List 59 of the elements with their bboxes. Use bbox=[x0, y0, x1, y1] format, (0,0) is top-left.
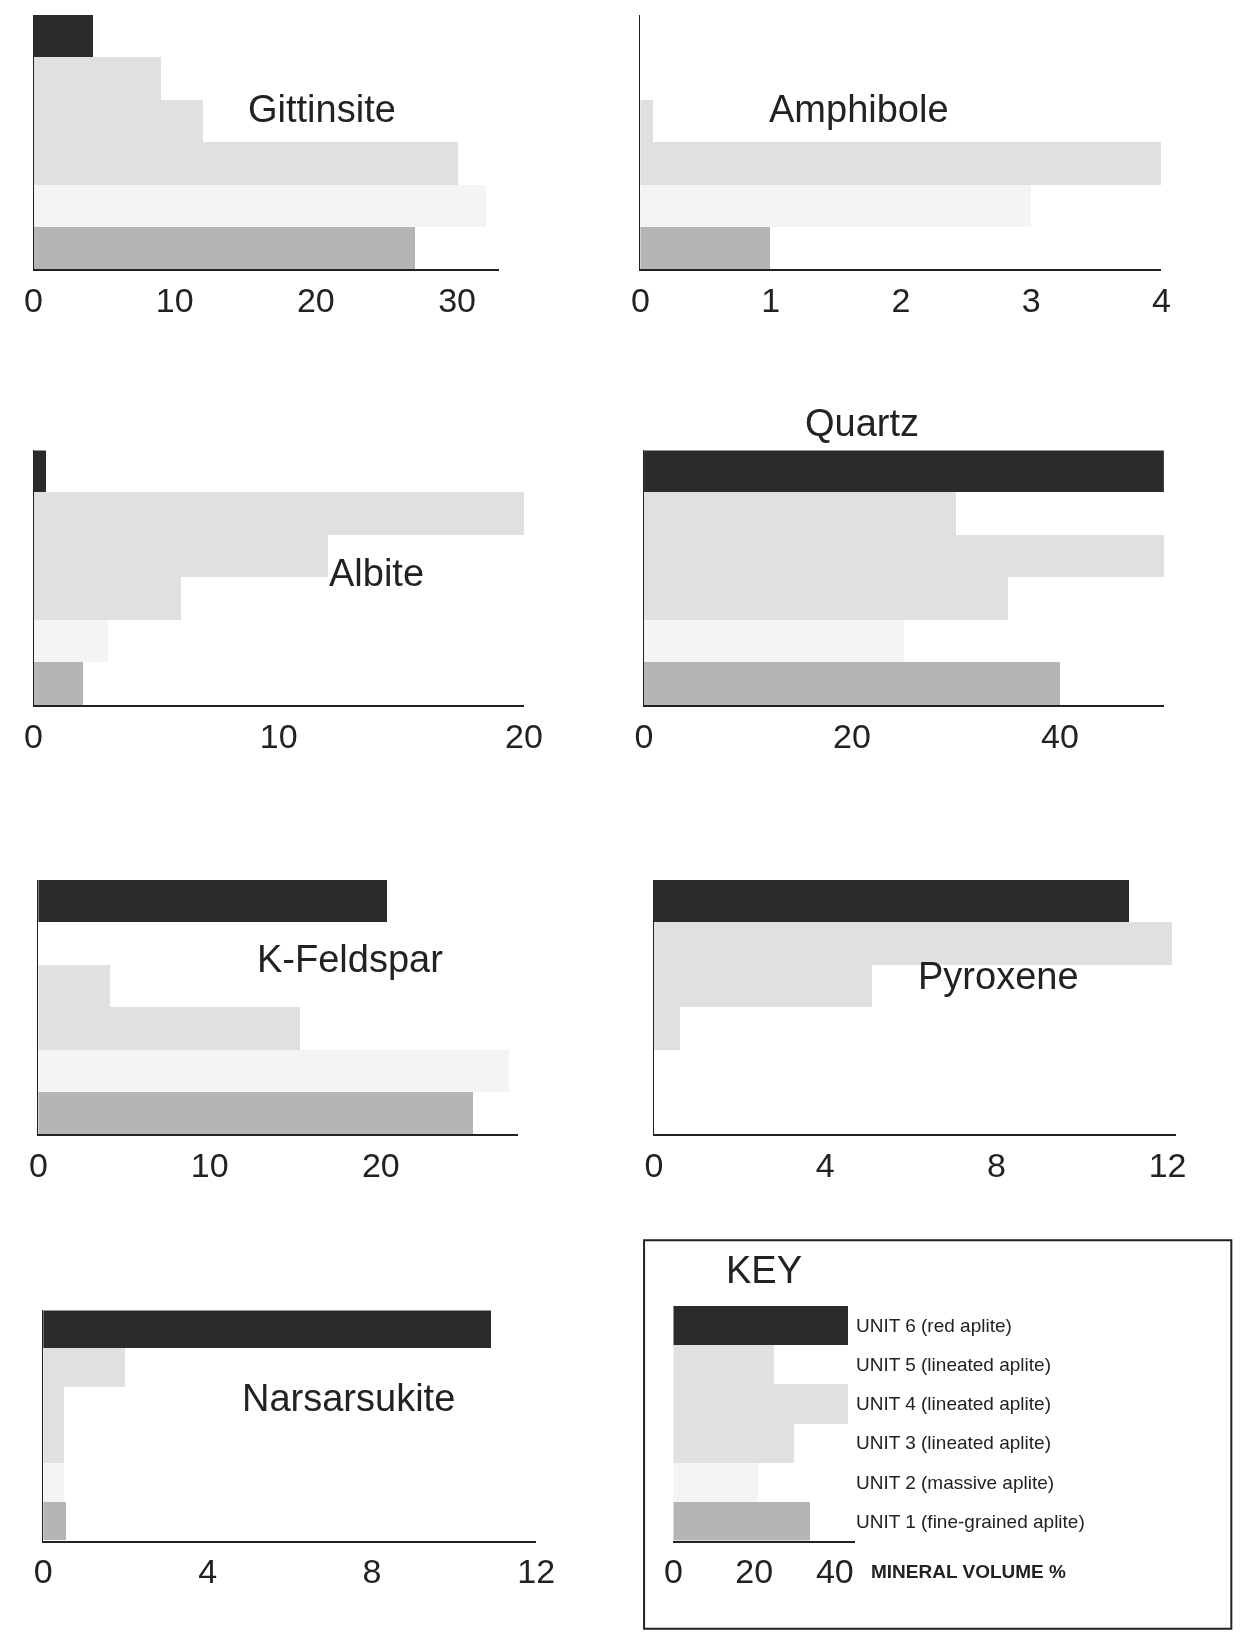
chart-title: KEY bbox=[726, 1249, 803, 1291]
x-tick-label: 0 bbox=[24, 716, 43, 755]
x-tick-label: 0 bbox=[33, 1552, 53, 1591]
y-tick-label: UNIT 5 (lineated aplite) bbox=[855, 1354, 1051, 1375]
y-tick-label: UNIT 6 (red aplite) bbox=[855, 1314, 1012, 1336]
x-tick-label: 20 bbox=[735, 1552, 774, 1591]
x-tick-label: 40 bbox=[1041, 716, 1079, 755]
x-tick-label: 10 bbox=[259, 716, 298, 755]
x-tick-label: 12 bbox=[517, 1552, 556, 1591]
text: K-Feldspar bbox=[257, 938, 444, 980]
chart-title: Quartz bbox=[805, 402, 920, 444]
x-tick-label: 0 bbox=[28, 1146, 48, 1185]
x-tick-label: 4 bbox=[1151, 281, 1171, 320]
y-tick-label: UNIT 3 (lineated aplite) bbox=[855, 1432, 1051, 1454]
bar bbox=[38, 1091, 474, 1135]
x-tick-label: 4 bbox=[198, 1552, 218, 1591]
x-tick-label: 0 bbox=[644, 1146, 664, 1185]
text: Albite bbox=[329, 552, 425, 594]
text: Narsarsukite bbox=[242, 1377, 456, 1419]
text: Amphibole bbox=[769, 88, 949, 130]
x-axis-title: MINERAL VOLUME % bbox=[871, 1561, 1067, 1582]
bar bbox=[33, 184, 486, 227]
y-tick-label: UNIT 2 (massive aplite) bbox=[855, 1471, 1055, 1493]
x-tick-label: 20 bbox=[505, 716, 543, 755]
x-tick-label: 2 bbox=[891, 281, 911, 320]
bar bbox=[33, 662, 83, 706]
bar bbox=[33, 226, 415, 270]
x-tick-label: 0 bbox=[664, 1552, 683, 1591]
text: Gittinsite bbox=[248, 88, 396, 130]
text: Pyroxene bbox=[918, 955, 1079, 997]
bar bbox=[673, 1501, 811, 1541]
bar bbox=[644, 662, 1061, 706]
x-tick-label: 20 bbox=[833, 716, 871, 755]
bar bbox=[673, 1305, 849, 1345]
bar bbox=[43, 1463, 65, 1503]
x-tick-label: 3 bbox=[1021, 281, 1041, 320]
bar bbox=[673, 1462, 759, 1502]
y-tick-label: UNIT 4 (lineated aplite) bbox=[855, 1393, 1051, 1415]
x-tick-label: 30 bbox=[438, 281, 476, 320]
bar bbox=[38, 1049, 510, 1092]
x-tick-label: 20 bbox=[296, 281, 335, 320]
x-tick-label: 4 bbox=[815, 1146, 835, 1185]
bar bbox=[640, 226, 771, 270]
bar bbox=[43, 1502, 67, 1541]
x-tick-label: 8 bbox=[986, 1146, 1006, 1185]
x-tick-label: 1 bbox=[761, 281, 781, 320]
x-tick-label: 0 bbox=[24, 281, 43, 320]
x-tick-label: 20 bbox=[361, 1146, 400, 1185]
bar bbox=[644, 620, 905, 663]
x-tick-label: 8 bbox=[362, 1552, 382, 1591]
bar bbox=[33, 620, 108, 663]
y-tick-label: UNIT 1 (fine-grained aplite) bbox=[855, 1510, 1085, 1532]
x-tick-label: 40 bbox=[815, 1552, 854, 1591]
x-tick-label: 10 bbox=[155, 281, 194, 320]
x-tick-label: 12 bbox=[1148, 1146, 1187, 1185]
x-tick-label: 0 bbox=[634, 716, 654, 755]
x-tick-label: 10 bbox=[190, 1146, 229, 1185]
bar bbox=[640, 184, 1032, 227]
x-tick-label: 0 bbox=[630, 281, 650, 320]
